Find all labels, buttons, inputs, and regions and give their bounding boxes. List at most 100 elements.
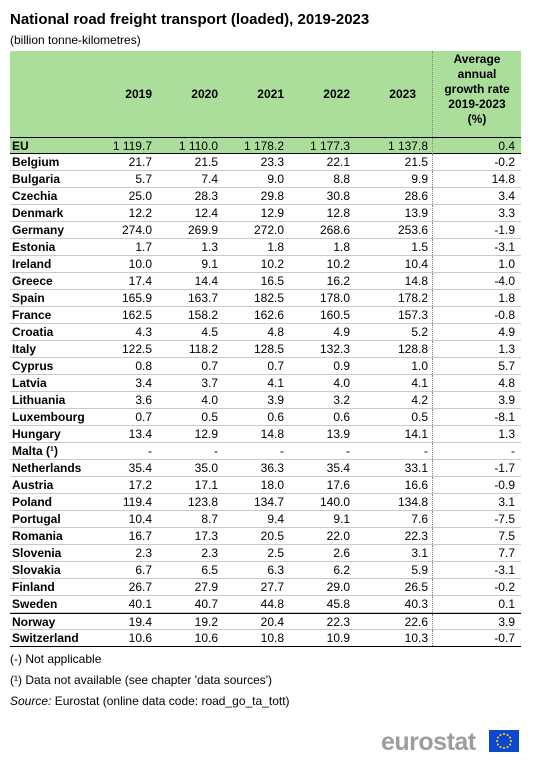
value-cell-2021: 20.4 — [260, 615, 284, 629]
row-label: Finland — [12, 580, 55, 594]
value-cell-2021: 4.8 — [267, 325, 284, 339]
value-cell-2022: 1 177.3 — [309, 139, 350, 153]
table-row: Finland 26.7 27.9 27.7 29.0 26.5 -0.2 — [10, 579, 521, 596]
value-cell-2021: - — [280, 444, 284, 458]
growth-rate-cell: 3.9 — [498, 393, 515, 407]
value-cell-2019: 26.7 — [128, 580, 152, 594]
value-cell-2020: 158.2 — [187, 308, 218, 322]
table-row: Greece 17.4 14.4 16.5 16.2 14.8 -4.0 — [10, 273, 521, 290]
value-cell-2023: 14.1 — [404, 427, 428, 441]
value-cell-2021: 2.5 — [267, 546, 284, 560]
header-divider — [432, 51, 433, 137]
growth-rate-cell: 3.4 — [498, 189, 515, 203]
growth-column-divider — [432, 614, 433, 630]
note-not-available: (¹) Data not available (see chapter 'dat… — [10, 673, 273, 687]
table-row: Sweden 40.1 40.7 44.8 45.8 40.3 0.1 — [10, 596, 521, 613]
row-label: Switzerland — [12, 631, 79, 645]
growth-column-divider — [432, 477, 433, 493]
value-cell-2021: 36.3 — [260, 461, 284, 475]
value-cell-2021: 12.9 — [260, 206, 284, 220]
value-cell-2020: 17.1 — [194, 478, 218, 492]
value-cell-2023: 157.3 — [397, 308, 428, 322]
row-label: Malta (¹) — [12, 444, 58, 458]
growth-column-divider — [432, 562, 433, 578]
value-cell-2022: 22.0 — [326, 529, 350, 543]
growth-rate-cell: 3.9 — [498, 615, 515, 629]
table-row: Bulgaria 5.7 7.4 9.0 8.8 9.9 14.8 — [10, 171, 521, 188]
row-label: France — [12, 308, 52, 322]
value-cell-2019: 5.7 — [135, 172, 152, 186]
growth-rate-cell: 1.3 — [498, 427, 515, 441]
column-header-2020: 2020 — [191, 87, 218, 101]
row-label: Netherlands — [12, 461, 82, 475]
flag-star — [496, 743, 499, 746]
value-cell-2022: 6.2 — [333, 563, 350, 577]
value-cell-2019: 10.4 — [128, 512, 152, 526]
value-cell-2019: 0.8 — [135, 359, 152, 373]
value-cell-2020: 28.3 — [194, 189, 218, 203]
value-cell-2021: 23.3 — [260, 155, 284, 169]
value-cell-2023: 10.4 — [404, 257, 428, 271]
growth-header-line: Average — [453, 52, 501, 66]
value-cell-2022: 8.8 — [333, 172, 350, 186]
growth-rate-cell: 3.1 — [498, 495, 515, 509]
column-header-2021: 2021 — [257, 87, 284, 101]
value-cell-2020: 40.7 — [194, 597, 218, 611]
value-cell-2022: 35.4 — [326, 461, 350, 475]
table-row: Denmark 12.2 12.4 12.9 12.8 13.9 3.3 — [10, 205, 521, 222]
value-cell-2020: 6.5 — [201, 563, 218, 577]
value-cell-2021: 182.5 — [253, 291, 284, 305]
table-row: Portugal 10.4 8.7 9.4 9.1 7.6 -7.5 — [10, 511, 521, 528]
table-row: Lithuania 3.6 4.0 3.9 3.2 4.2 3.9 — [10, 392, 521, 409]
table-row: France 162.5 158.2 162.6 160.5 157.3 -0.8 — [10, 307, 521, 324]
growth-header-line: growth rate — [444, 82, 510, 96]
value-cell-2019: 2.3 — [135, 546, 152, 560]
value-cell-2022: 2.6 — [333, 546, 350, 560]
table-row: Estonia 1.7 1.3 1.8 1.8 1.5 -3.1 — [10, 239, 521, 256]
table-row: Hungary 13.4 12.9 14.8 13.9 14.1 1.3 — [10, 426, 521, 443]
table-row: Germany 274.0 269.9 272.0 268.6 253.6 -1.9 — [10, 222, 521, 239]
value-cell-2023: 21.5 — [404, 155, 428, 169]
growth-column-divider — [432, 409, 433, 425]
value-cell-2020: 7.4 — [201, 172, 218, 186]
growth-column-divider — [432, 426, 433, 442]
flag-star — [503, 747, 505, 749]
row-label: Denmark — [12, 206, 64, 220]
row-label: Portugal — [12, 512, 61, 526]
value-cell-2020: 4.0 — [201, 393, 218, 407]
row-label: Norway — [12, 615, 56, 629]
growth-rate-cell: -8.1 — [494, 410, 515, 424]
flag-star — [499, 746, 502, 749]
value-cell-2019: 10.6 — [128, 631, 152, 645]
value-cell-2023: 16.6 — [404, 478, 428, 492]
value-cell-2023: 1 137.8 — [387, 139, 428, 153]
growth-rate-cell: -3.1 — [494, 240, 515, 254]
table-row: EU 1 119.7 1 110.0 1 178.2 1 177.3 1 137.8 0.4 — [10, 137, 521, 154]
value-cell-2020: 163.7 — [187, 291, 218, 305]
value-cell-2021: 10.8 — [260, 631, 284, 645]
value-cell-2022: 16.2 — [326, 274, 350, 288]
growth-column-divider — [432, 154, 433, 170]
value-cell-2023: 10.3 — [404, 631, 428, 645]
value-cell-2020: 0.7 — [201, 359, 218, 373]
row-label: Luxembourg — [12, 410, 85, 424]
value-cell-2020: 10.6 — [194, 631, 218, 645]
value-cell-2020: 1.3 — [201, 240, 218, 254]
table-row: Latvia 3.4 3.7 4.1 4.0 4.1 4.8 — [10, 375, 521, 392]
value-cell-2019: 16.7 — [128, 529, 152, 543]
growth-column-divider — [432, 205, 433, 221]
growth-column-divider — [432, 307, 433, 323]
value-cell-2022: 178.0 — [319, 291, 350, 305]
flag-star — [496, 740, 498, 742]
value-cell-2021: 162.6 — [253, 308, 284, 322]
table-row: Poland 119.4 123.8 134.7 140.0 134.8 3.1 — [10, 494, 521, 511]
value-cell-2021: 0.6 — [267, 410, 284, 424]
row-label: Latvia — [12, 376, 47, 390]
value-cell-2019: 4.3 — [135, 325, 152, 339]
value-cell-2022: 0.6 — [333, 410, 350, 424]
row-label: Italy — [12, 342, 37, 356]
value-cell-2023: 33.1 — [404, 461, 428, 475]
growth-column-divider — [432, 460, 433, 476]
value-cell-2019: 12.2 — [128, 206, 152, 220]
value-cell-2019: 19.4 — [128, 615, 152, 629]
